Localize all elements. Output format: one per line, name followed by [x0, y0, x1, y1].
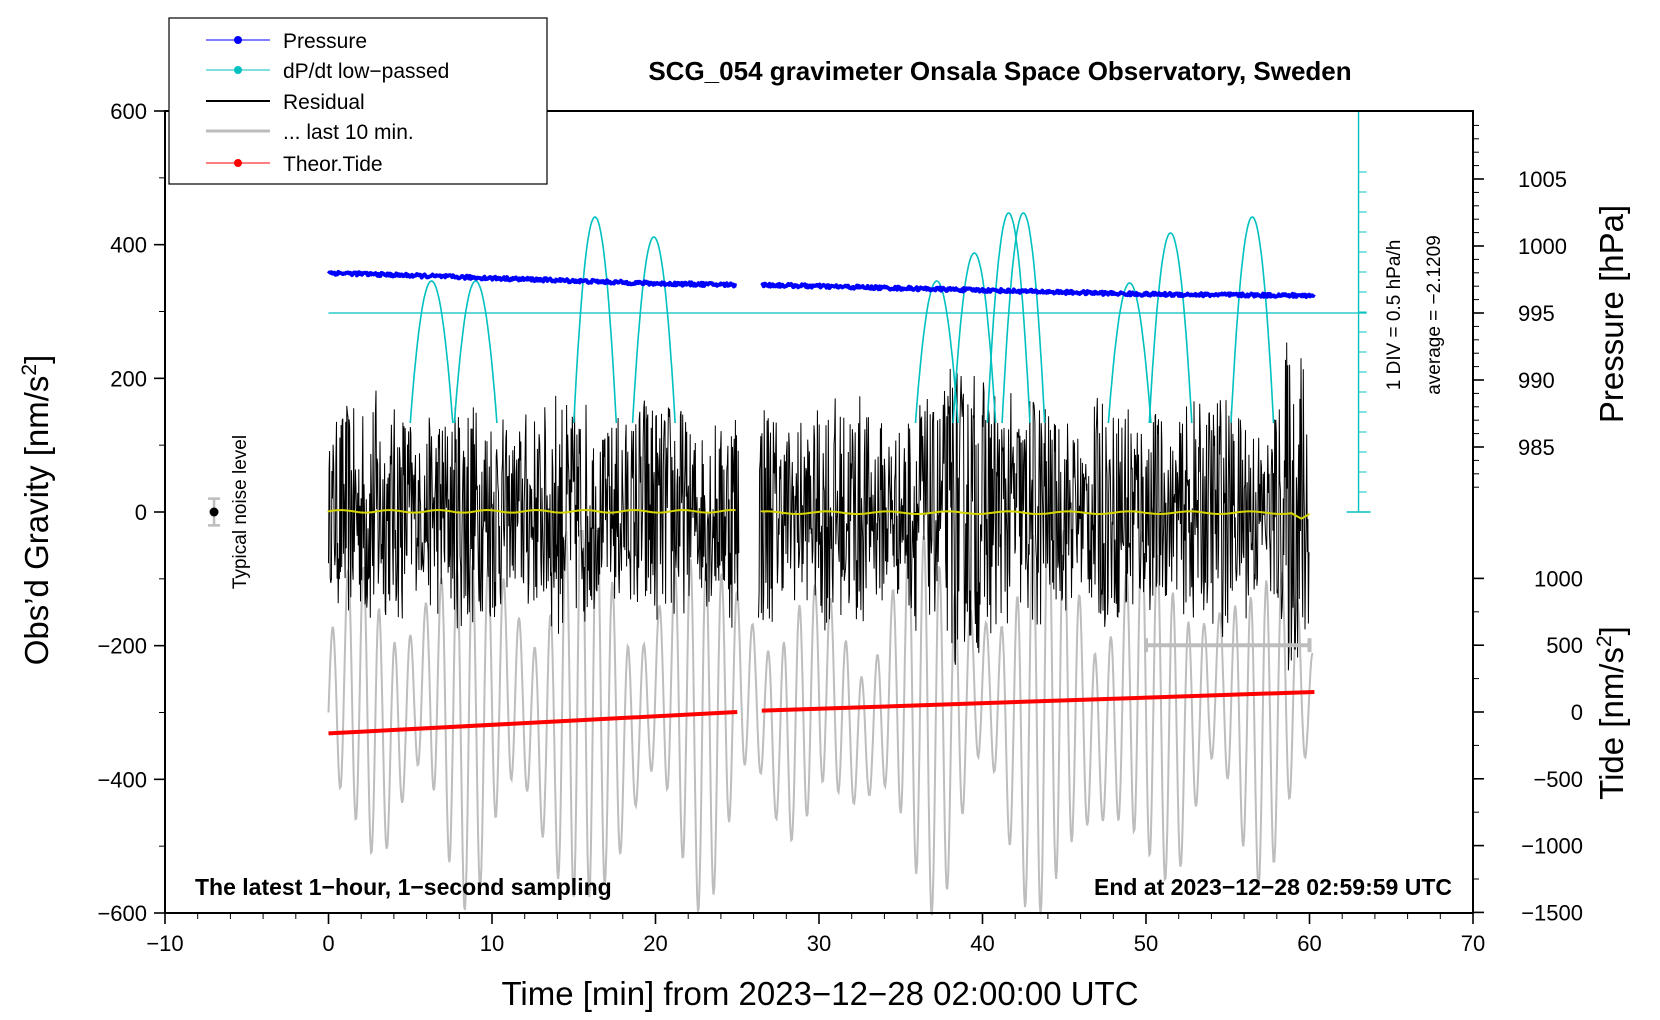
dpdt-peak [952, 252, 997, 424]
y-tick-label: 0 [135, 500, 147, 525]
y-axis-title-sup: 2 [18, 364, 41, 376]
x-tick-label: 40 [970, 931, 994, 956]
y-axis-title: Obs’d Gravity [nm/s2] [18, 355, 55, 666]
plot-layer [208, 111, 1371, 916]
legend-item-tide: Theor.Tide [206, 153, 383, 176]
legend-item-last10: ... last 10 min. [206, 121, 414, 144]
tide-axis-title: Tide [nm/s2] [1593, 626, 1630, 800]
tide-tick-label: 500 [1546, 633, 1583, 658]
tide-axis-title-main: Tide [nm/s [1593, 647, 1630, 800]
chart-title: SCG_054 gravimeter Onsala Space Observat… [648, 56, 1351, 86]
x-tick-label: 60 [1297, 931, 1321, 956]
legend-marker-dpdt [234, 66, 242, 74]
tide-axis-title-close: ] [1593, 626, 1630, 635]
dpdt-peak [453, 280, 498, 424]
y-tick-label: −400 [97, 767, 147, 792]
tide-trace [328, 710, 738, 736]
legend-item-residual: Residual [206, 91, 365, 114]
legend-label-last10: ... last 10 min. [283, 121, 414, 144]
pressure-tick-label: 1000 [1518, 234, 1567, 259]
legend-item-pressure: Pressure [206, 30, 367, 53]
legend: Pressure dP/dt low−passed Residual ... l… [168, 17, 548, 185]
y-tick-label: −600 [97, 901, 147, 926]
pressure-trace [760, 281, 1316, 299]
pressure-trace [326, 269, 738, 289]
axes-layer: −10 0 10 20 30 40 50 60 70 −600 −400 −200 0 200 400 600… [97, 99, 1583, 956]
pressure-tick-label: 985 [1518, 435, 1555, 460]
pressure-tick-label: 995 [1518, 301, 1555, 326]
x-tick-label: 0 [322, 931, 334, 956]
dpdt-peak [986, 212, 1031, 424]
x-tick-label: 20 [643, 931, 667, 956]
y-tick-label: −200 [97, 634, 147, 659]
tide-tick-label: −1000 [1521, 834, 1583, 859]
y-tick-label: 600 [110, 99, 147, 124]
dpdt-peak [409, 280, 454, 424]
noise-marker [209, 507, 219, 517]
legend-item-dpdt: dP/dt low−passed [206, 60, 449, 83]
bottom-left-note: The latest 1−hour, 1−second sampling [195, 874, 612, 900]
y-tick-label: 200 [110, 366, 147, 391]
x-tick-label: 30 [807, 931, 831, 956]
dpdt-peak [573, 216, 618, 424]
legend-marker-tide [234, 159, 242, 167]
residual-trace [328, 342, 1310, 671]
x-tick-label: −10 [146, 931, 183, 956]
x-axis-title: Time [min] from 2023−12−28 02:00:00 UTC [501, 975, 1138, 1012]
dpdt-peak [1230, 216, 1275, 424]
y-axis-title-main: Obs’d Gravity [nm/s [18, 376, 55, 666]
tide-tick-label: −500 [1533, 767, 1583, 792]
dpdt-scale-label: 1 DIV = 0.5 hPa/h [1384, 240, 1405, 391]
legend-label-tide: Theor.Tide [283, 153, 383, 176]
tide-axis-title-sup: 2 [1593, 635, 1616, 647]
pressure-axis-title: Pressure [hPa] [1593, 205, 1630, 423]
dpdt-average-label: average = −2.1209 [1424, 235, 1445, 395]
dpdt-peak [1001, 212, 1046, 424]
residual-lowpass-trace [327, 508, 1310, 520]
bottom-right-note: End at 2023−12−28 02:59:59 UTC [1094, 874, 1452, 900]
dpdt-peak [1107, 282, 1152, 424]
tide-tick-label: −1500 [1521, 900, 1583, 925]
y-tick-label: 400 [110, 233, 147, 258]
x-tick-label: 50 [1134, 931, 1158, 956]
legend-label-pressure: Pressure [283, 30, 367, 53]
x-tick-label: 10 [480, 931, 504, 956]
legend-label-dpdt: dP/dt low−passed [283, 60, 449, 83]
y-axis-title-close: ] [18, 355, 55, 364]
legend-label-residual: Residual [283, 91, 365, 114]
pressure-tick-label: 990 [1518, 368, 1555, 393]
dpdt-peak [1148, 232, 1193, 424]
dpdt-peak [631, 236, 676, 424]
pressure-tick-label: 1005 [1518, 167, 1567, 192]
tide-tick-label: 0 [1571, 700, 1583, 725]
last10-trace [327, 530, 1314, 916]
tide-trace [761, 689, 1315, 713]
legend-marker-pressure [234, 36, 242, 44]
dpdt-peak [914, 280, 959, 424]
tide-tick-label: 1000 [1534, 566, 1583, 591]
noise-level-label: Typical noise level [230, 435, 251, 589]
x-tick-label: 70 [1461, 931, 1485, 956]
